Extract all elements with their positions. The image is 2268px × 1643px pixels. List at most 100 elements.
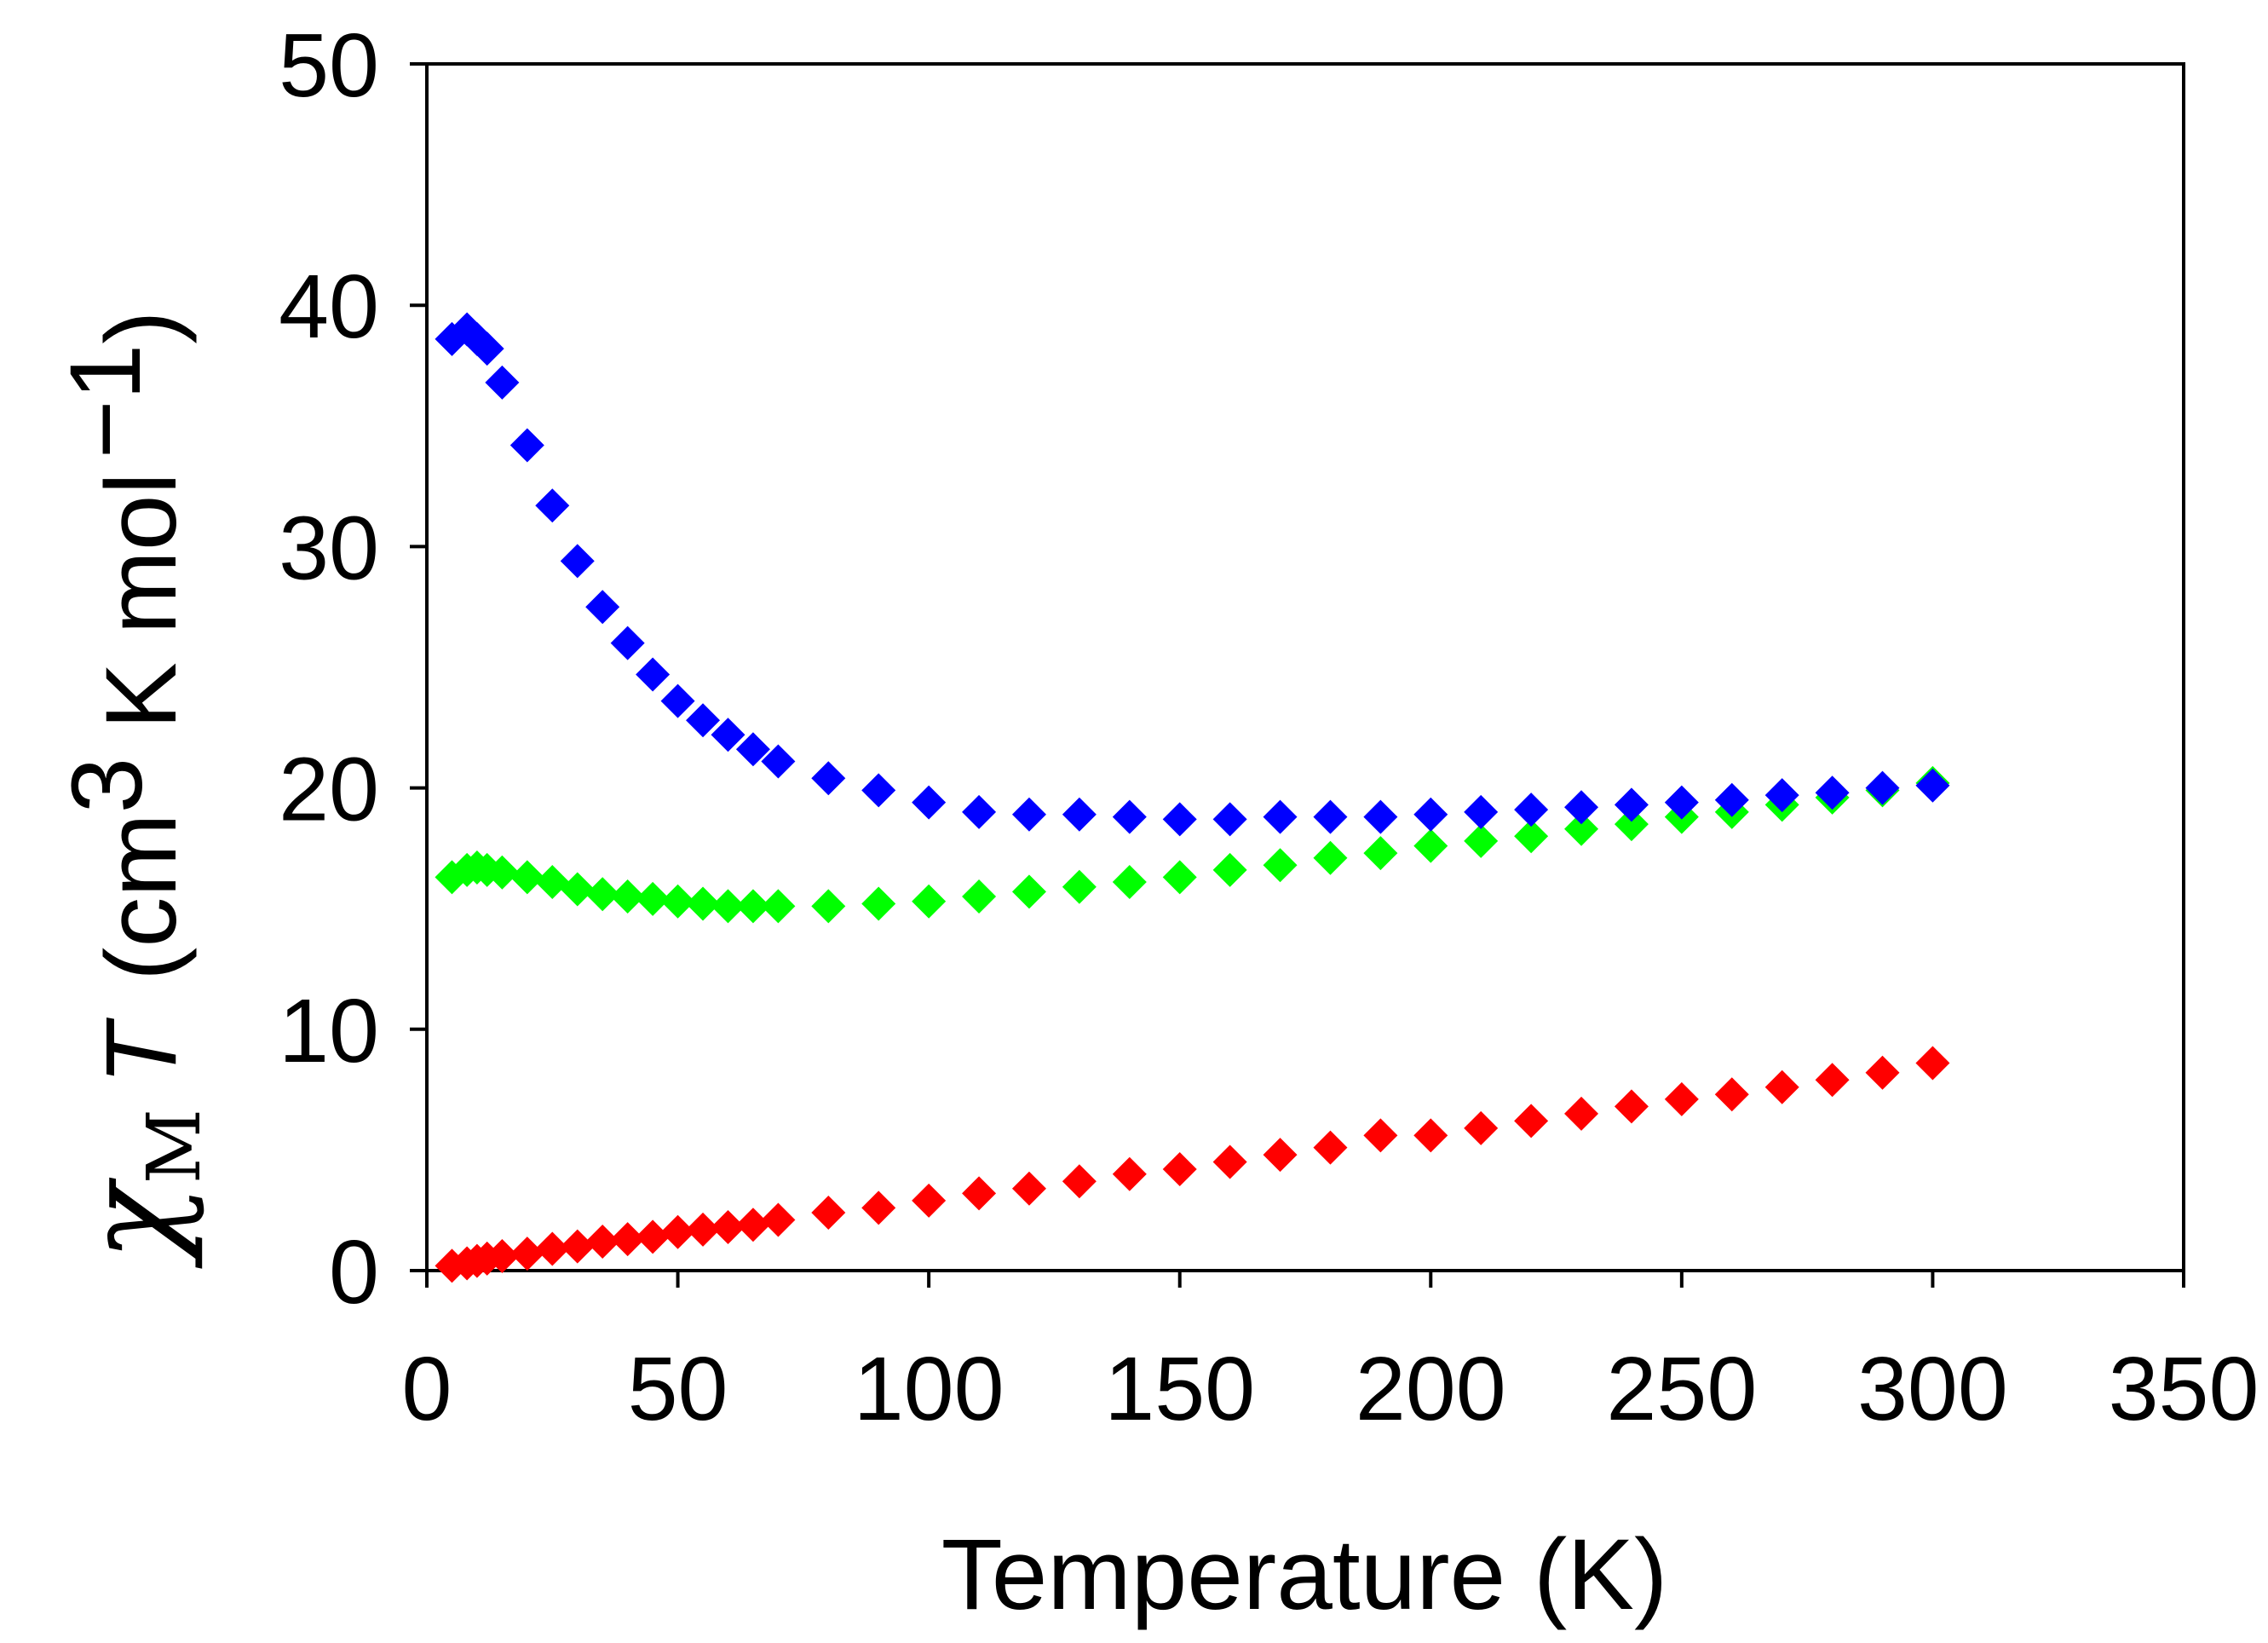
data-point-green bbox=[660, 884, 695, 919]
data-point-green bbox=[735, 889, 770, 924]
data-point-green bbox=[1112, 865, 1147, 900]
data-point-blue bbox=[1614, 787, 1649, 822]
series-blue bbox=[435, 312, 1950, 837]
x-tick-label: 150 bbox=[1104, 1339, 1255, 1439]
data-point-red bbox=[1915, 1046, 1950, 1081]
x-tick-label: 300 bbox=[1857, 1339, 2008, 1439]
data-point-blue bbox=[585, 590, 620, 625]
data-point-green bbox=[1514, 819, 1549, 854]
data-point-green bbox=[509, 860, 544, 895]
data-point-red bbox=[735, 1208, 770, 1242]
x-tick-labels: 0 50 100 150 200 250 300 350 bbox=[402, 1339, 2259, 1439]
y-axis-chi-symbol: χ bbox=[58, 1177, 206, 1269]
data-point-green bbox=[1062, 869, 1097, 904]
y-tick-label: 40 bbox=[279, 257, 379, 357]
data-point-green bbox=[485, 855, 520, 890]
y-tick-label: 20 bbox=[279, 740, 379, 840]
data-point-green bbox=[1614, 807, 1649, 842]
data-point-blue bbox=[1764, 778, 1799, 813]
data-point-green bbox=[1413, 828, 1448, 863]
data-point-red bbox=[610, 1222, 645, 1257]
x-tick-label: 350 bbox=[2109, 1339, 2259, 1439]
data-point-blue bbox=[1011, 797, 1046, 832]
data-point-blue bbox=[469, 331, 504, 366]
x-axis-title: Temperature (K) bbox=[941, 1519, 1668, 1631]
data-point-blue bbox=[1564, 790, 1599, 825]
data-point-red bbox=[1815, 1063, 1850, 1098]
data-point-blue bbox=[1363, 799, 1398, 834]
data-point-red bbox=[1764, 1069, 1799, 1104]
y-tick-label: 30 bbox=[279, 498, 379, 598]
data-point-blue bbox=[861, 773, 896, 808]
data-point-red bbox=[811, 1196, 846, 1231]
x-tick-label: 0 bbox=[402, 1339, 452, 1439]
data-point-red bbox=[1313, 1130, 1348, 1165]
plot-frame bbox=[425, 62, 2185, 1272]
data-point-red bbox=[585, 1225, 620, 1260]
data-point-blue bbox=[560, 544, 595, 579]
data-point-green bbox=[1464, 823, 1499, 858]
data-point-green bbox=[761, 889, 796, 924]
data-point-green bbox=[535, 865, 570, 900]
data-point-green bbox=[1564, 811, 1599, 846]
data-point-green bbox=[1162, 860, 1197, 895]
y-tick-label: 50 bbox=[279, 15, 379, 116]
series-red bbox=[435, 1046, 1950, 1283]
data-point-green bbox=[1313, 840, 1348, 875]
data-point-red bbox=[912, 1183, 947, 1218]
data-point-green bbox=[686, 886, 721, 921]
y-tick-label: 10 bbox=[279, 981, 379, 1081]
data-point-blue bbox=[1212, 802, 1247, 837]
data-point-blue bbox=[1313, 799, 1348, 834]
y-tick-label: 0 bbox=[329, 1222, 379, 1323]
data-point-red bbox=[636, 1219, 671, 1254]
y-axis-units-exp2: −1 bbox=[49, 344, 162, 459]
data-point-blue bbox=[1062, 797, 1097, 832]
data-point-red bbox=[861, 1190, 896, 1225]
data-point-blue bbox=[711, 718, 745, 752]
data-point-red bbox=[1363, 1118, 1398, 1153]
data-point-red bbox=[1514, 1104, 1549, 1139]
data-point-green bbox=[610, 879, 645, 914]
data-point-blue bbox=[962, 794, 997, 829]
data-point-green bbox=[912, 884, 947, 919]
data-point-blue bbox=[912, 785, 947, 820]
data-point-blue bbox=[535, 488, 570, 523]
data-point-red bbox=[1413, 1118, 1448, 1153]
y-axis-units-middle: K mol bbox=[85, 472, 198, 757]
data-point-red bbox=[711, 1210, 745, 1245]
x-tick-label: 50 bbox=[628, 1339, 728, 1439]
data-point-green bbox=[560, 872, 595, 907]
x-tick-label: 250 bbox=[1606, 1339, 1757, 1439]
data-point-blue bbox=[660, 683, 695, 718]
data-point-blue bbox=[1664, 785, 1699, 820]
data-points bbox=[435, 312, 1950, 1283]
data-point-blue bbox=[1413, 797, 1448, 832]
data-point-blue bbox=[735, 732, 770, 767]
data-point-red bbox=[686, 1212, 721, 1247]
data-point-red bbox=[1564, 1096, 1599, 1131]
tick-marks bbox=[410, 62, 2185, 1288]
y-axis-subscript: M bbox=[132, 1109, 217, 1184]
data-point-green bbox=[585, 877, 620, 912]
data-point-red bbox=[660, 1214, 695, 1249]
data-point-red bbox=[1865, 1055, 1900, 1090]
y-axis-variable: T bbox=[85, 1017, 198, 1085]
data-point-blue bbox=[636, 657, 671, 692]
data-point-blue bbox=[761, 744, 796, 779]
data-point-red bbox=[1263, 1138, 1298, 1173]
x-tick-label: 100 bbox=[854, 1339, 1004, 1439]
data-point-green bbox=[1212, 852, 1247, 887]
data-point-blue bbox=[485, 365, 520, 400]
data-point-green bbox=[435, 860, 469, 895]
y-axis-units-prefix: (cm bbox=[85, 813, 198, 981]
data-point-blue bbox=[1263, 799, 1298, 834]
data-point-red bbox=[1664, 1081, 1699, 1116]
data-point-blue bbox=[1865, 770, 1900, 805]
data-point-blue bbox=[610, 625, 645, 660]
data-point-red bbox=[560, 1229, 595, 1264]
data-point-red bbox=[509, 1237, 544, 1271]
data-point-green bbox=[711, 889, 745, 924]
data-point-red bbox=[535, 1231, 570, 1266]
data-point-red bbox=[1112, 1156, 1147, 1191]
